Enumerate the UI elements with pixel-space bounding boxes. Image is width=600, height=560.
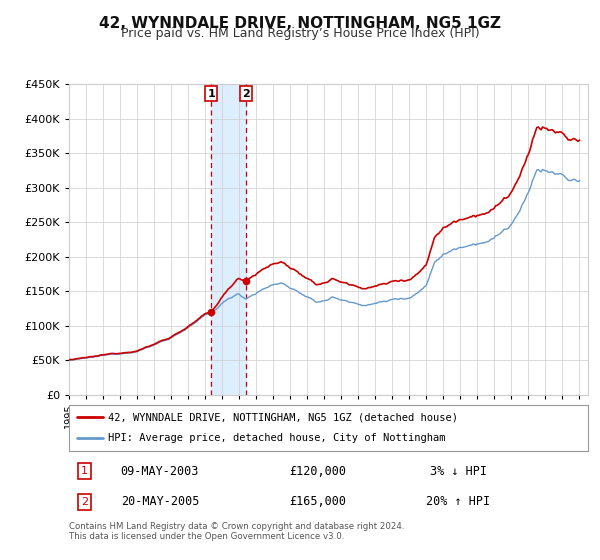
Text: Price paid vs. HM Land Registry’s House Price Index (HPI): Price paid vs. HM Land Registry’s House … <box>121 27 479 40</box>
Text: 1: 1 <box>208 88 215 99</box>
Text: 1: 1 <box>81 466 88 476</box>
Text: 2: 2 <box>81 497 88 507</box>
Text: 20% ↑ HPI: 20% ↑ HPI <box>426 496 490 508</box>
Text: £120,000: £120,000 <box>290 465 347 478</box>
Text: £165,000: £165,000 <box>290 496 347 508</box>
Text: 42, WYNNDALE DRIVE, NOTTINGHAM, NG5 1GZ: 42, WYNNDALE DRIVE, NOTTINGHAM, NG5 1GZ <box>99 16 501 31</box>
Bar <box>211 84 245 395</box>
Text: 20-MAY-2005: 20-MAY-2005 <box>121 496 199 508</box>
Text: 09-MAY-2003: 09-MAY-2003 <box>121 465 199 478</box>
Text: 3% ↓ HPI: 3% ↓ HPI <box>430 465 487 478</box>
Text: 42, WYNNDALE DRIVE, NOTTINGHAM, NG5 1GZ (detached house): 42, WYNNDALE DRIVE, NOTTINGHAM, NG5 1GZ … <box>108 412 458 422</box>
Text: Contains HM Land Registry data © Crown copyright and database right 2024.
This d: Contains HM Land Registry data © Crown c… <box>69 522 404 542</box>
Text: 2: 2 <box>242 88 250 99</box>
Text: HPI: Average price, detached house, City of Nottingham: HPI: Average price, detached house, City… <box>108 433 445 444</box>
